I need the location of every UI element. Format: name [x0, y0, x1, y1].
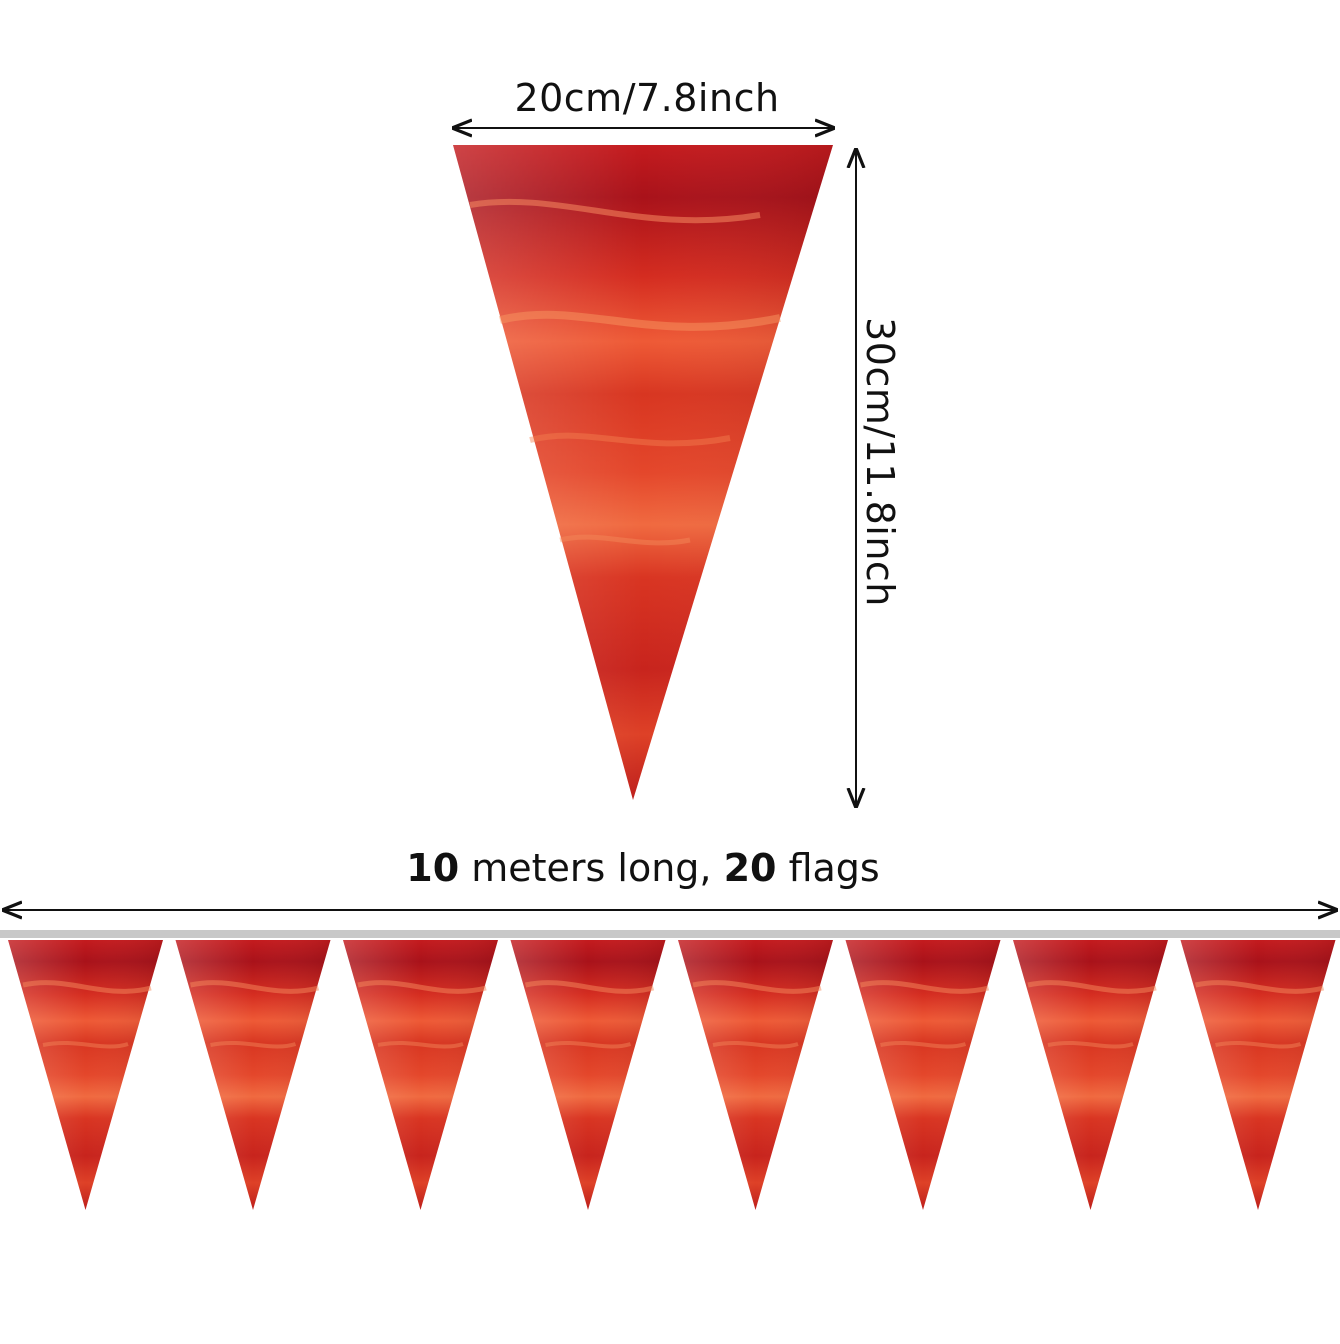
height-dimension-label: 30cm/11.8inch — [858, 317, 902, 607]
flags-text: flags — [776, 846, 880, 890]
banner-flag — [175, 940, 331, 1210]
banner-flags — [8, 940, 1336, 1210]
length-value: 10 — [406, 846, 460, 890]
length-text: meters long, — [459, 846, 724, 890]
banner-string — [0, 930, 1340, 938]
banner-flag — [1180, 940, 1336, 1210]
flags-value: 20 — [723, 846, 777, 890]
banner-flag — [510, 940, 666, 1210]
banner-flag — [1013, 940, 1168, 1210]
large-flag — [453, 145, 833, 800]
width-dimension-label: 20cm/7.8inch — [514, 76, 780, 120]
banner-flag — [343, 940, 498, 1210]
banner-flag — [845, 940, 1001, 1210]
banner-flag — [8, 940, 163, 1210]
banner-length-label: 10 meters long, 20 flags — [0, 846, 1286, 890]
banner-flag — [678, 940, 833, 1210]
